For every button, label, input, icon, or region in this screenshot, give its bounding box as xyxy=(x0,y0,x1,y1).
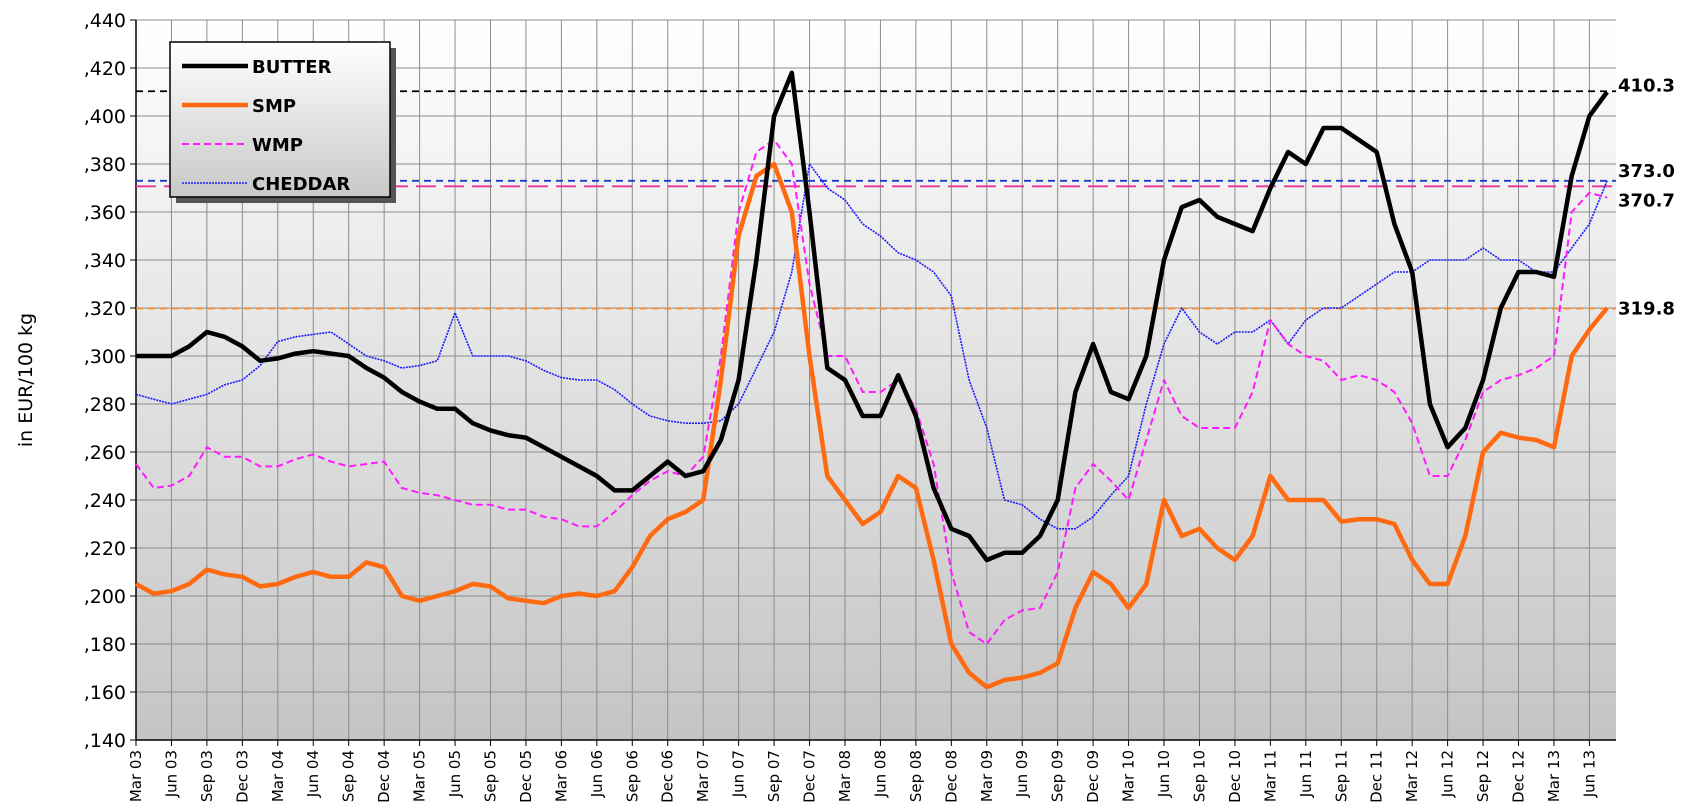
reference-label: 373.0 xyxy=(1618,161,1675,182)
x-tick-label: Dec 07 xyxy=(801,750,819,803)
series-line xyxy=(135,163,1608,530)
legend-label: BUTTER xyxy=(252,57,332,78)
y-tick-label: ,260 xyxy=(84,442,126,464)
y-tick-label: ,180 xyxy=(84,634,126,656)
y-tick-label: ,200 xyxy=(84,586,126,608)
x-tick-label: Jun 03 xyxy=(162,750,180,798)
y-tick-label: ,320 xyxy=(84,298,126,320)
series-line xyxy=(136,70,1609,563)
y-tick-label: ,220 xyxy=(84,538,126,560)
x-tick-label: Dec 05 xyxy=(517,750,535,803)
x-tick-label: Sep 10 xyxy=(1190,750,1208,802)
y-tick-label: ,280 xyxy=(84,394,126,416)
x-tick-label: Sep 09 xyxy=(1049,750,1067,802)
x-tick-label: Mar 09 xyxy=(978,750,996,802)
x-tick-label: Sep 03 xyxy=(198,750,216,802)
x-tick-label: Jun 10 xyxy=(1155,750,1173,798)
y-tick-label: ,420 xyxy=(84,58,126,80)
x-tick-label: Jun 04 xyxy=(304,750,322,798)
x-tick-label: Dec 06 xyxy=(659,750,677,803)
x-tick-label: Mar 05 xyxy=(411,750,429,802)
x-tick-label: Mar 08 xyxy=(836,750,854,802)
x-tick-label: Jun 05 xyxy=(446,750,464,798)
x-tick-label: Dec 12 xyxy=(1510,750,1528,803)
x-tick-label: Dec 08 xyxy=(942,750,960,803)
x-tick-label: Sep 05 xyxy=(481,750,499,802)
x-tick-label: Dec 11 xyxy=(1368,750,1386,803)
y-tick-label: ,360 xyxy=(84,202,126,224)
x-tick-label: Jun 08 xyxy=(871,750,889,798)
x-tick-label: Mar 03 xyxy=(127,750,145,802)
x-tick-label: Mar 04 xyxy=(269,750,287,802)
x-tick-label: Dec 04 xyxy=(375,750,393,803)
x-tick-label: Mar 06 xyxy=(552,750,570,802)
x-tick-label: Jun 09 xyxy=(1013,750,1031,798)
x-tick-label: Jun 07 xyxy=(730,750,748,798)
y-tick-label: ,380 xyxy=(84,154,126,176)
x-tick-label: Mar 10 xyxy=(1120,750,1138,802)
y-tick-label: ,160 xyxy=(84,682,126,704)
x-tick-label: Sep 12 xyxy=(1474,750,1492,802)
y-tick-label: ,240 xyxy=(84,490,126,512)
x-tick-label: Sep 07 xyxy=(765,750,783,802)
x-tick-label: Mar 12 xyxy=(1403,750,1421,802)
x-tick-label: Mar 07 xyxy=(694,750,712,802)
legend-label: WMP xyxy=(252,135,303,156)
x-tick-label: Dec 03 xyxy=(233,750,251,803)
x-tick-label: Sep 11 xyxy=(1332,750,1350,802)
x-tick-label: Sep 04 xyxy=(340,750,358,802)
x-tick-label: Jun 13 xyxy=(1580,750,1598,798)
y-axis-title: in EUR/100 kg xyxy=(15,313,37,447)
x-tick-label: Sep 06 xyxy=(623,750,641,802)
y-tick-label: ,400 xyxy=(84,106,126,128)
y-tick-label: ,340 xyxy=(84,250,126,272)
reference-label: 410.3 xyxy=(1618,75,1675,96)
reference-label: 370.7 xyxy=(1618,190,1675,211)
legend-label: SMP xyxy=(252,96,296,117)
series-line xyxy=(135,139,1608,645)
x-tick-label: Jun 06 xyxy=(588,750,606,798)
x-tick-label: Dec 10 xyxy=(1226,750,1244,803)
y-tick-label: ,300 xyxy=(84,346,126,368)
x-tick-label: Mar 11 xyxy=(1261,750,1279,802)
y-tick-label: ,440 xyxy=(84,10,126,32)
x-tick-label: Jun 11 xyxy=(1297,750,1315,798)
x-tick-label: Sep 08 xyxy=(907,750,925,802)
y-tick-label: ,140 xyxy=(84,730,126,752)
x-tick-label: Dec 09 xyxy=(1084,750,1102,803)
x-tick-label: Jun 12 xyxy=(1439,750,1457,798)
x-tick-label: Mar 13 xyxy=(1545,750,1563,802)
series-line xyxy=(134,161,1609,690)
legend-label: CHEDDAR xyxy=(252,174,350,195)
reference-label: 319.8 xyxy=(1618,298,1675,319)
